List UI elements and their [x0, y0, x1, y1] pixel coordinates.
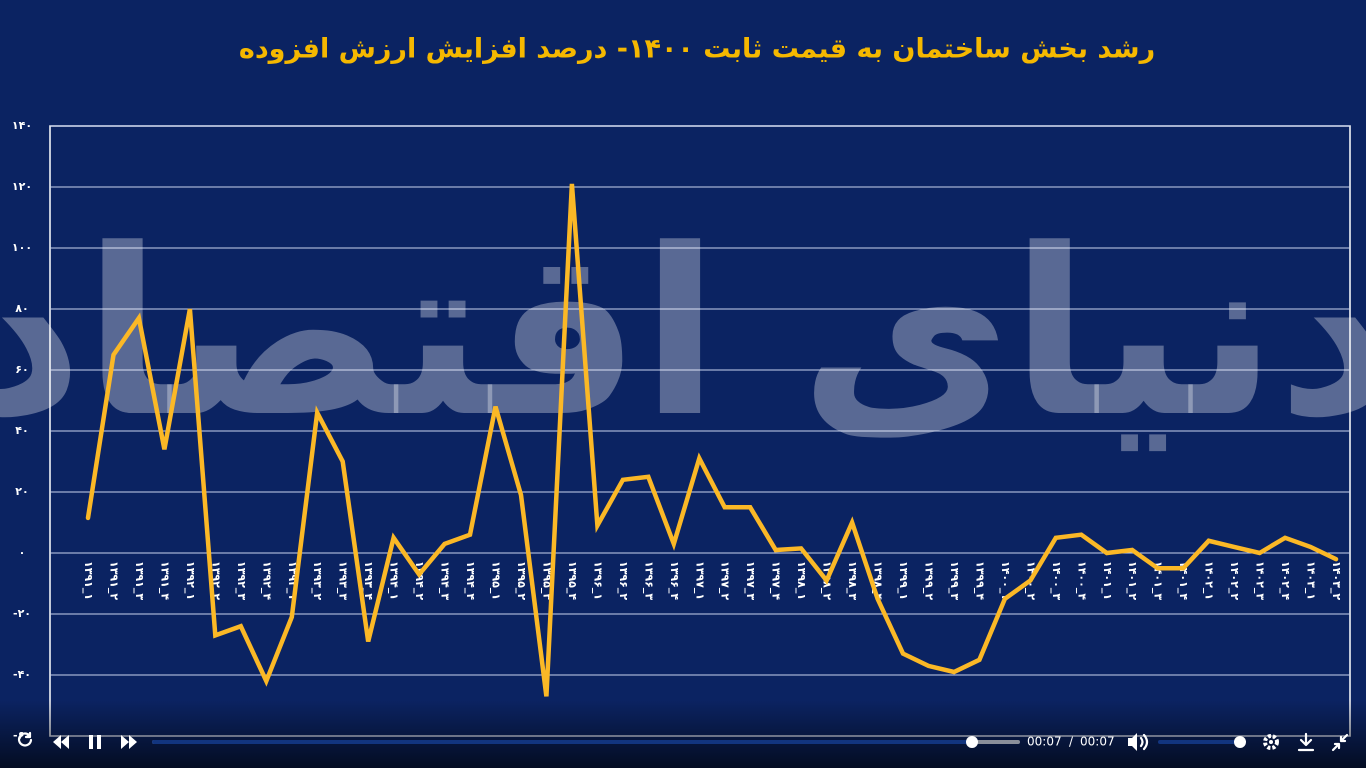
x-tick-label: ۱۳۹۵_۱ — [490, 561, 503, 600]
progress-handle[interactable] — [966, 736, 978, 748]
volume-handle[interactable] — [1234, 736, 1246, 748]
y-tick-label: ۸۰ — [15, 302, 28, 315]
x-tick-label: ۱۳۹۶_۴ — [668, 561, 681, 600]
x-tick-label: ۱۳۹۱_۴ — [158, 561, 171, 600]
pause-button[interactable] — [89, 735, 101, 749]
x-tick-label: ۱۳۹۵_۲ — [515, 561, 528, 600]
x-tick-label: ۱۳۹۲_۳ — [235, 561, 248, 600]
x-tick-label: ۱۴۰۱_۳ — [1152, 561, 1165, 600]
x-tick-label: ۱۴۰۲_۲ — [1228, 561, 1241, 600]
y-tick-label: -۲۰ — [13, 607, 31, 620]
x-tick-label: ۱۳۹۶_۳ — [642, 561, 655, 600]
x-tick-label: ۱۳۹۹_۱ — [897, 561, 910, 600]
x-tick-label: ۱۳۹۶_۲ — [617, 561, 630, 600]
x-tick-label: ۱۳۹۱_۱ — [82, 561, 95, 600]
pause-bar[interactable] — [89, 735, 93, 749]
x-tick-label: ۱۴۰۲_۴ — [1279, 561, 1292, 600]
rewind-button[interactable] — [53, 735, 69, 749]
x-tick-label: ۱۴۰۱_۲ — [1126, 561, 1139, 600]
x-tick-label: ۱۴۰۱_۴ — [1177, 561, 1190, 600]
y-tick-label: ۱۲۰ — [12, 180, 32, 193]
y-tick-label: ۱۰۰ — [12, 241, 32, 254]
y-tick-label: ۴۰ — [15, 424, 28, 437]
download-button[interactable] — [1297, 732, 1315, 752]
x-tick-label: ۱۴۰۲_۱ — [1203, 561, 1216, 600]
forward-button[interactable] — [121, 735, 137, 749]
settings-button[interactable] — [1263, 734, 1279, 750]
gear-center[interactable] — [1269, 740, 1273, 744]
x-tick-label: ۱۴۰۲_۳ — [1254, 561, 1267, 600]
x-tick-label: ۱۳۹۷_۱ — [693, 561, 706, 600]
y-tick-label: -۴۰ — [13, 668, 31, 681]
x-tick-label: ۱۳۹۹_۴ — [973, 561, 986, 600]
y-tick-label: ۲۰ — [15, 485, 28, 498]
x-tick-label: ۱۴۰۰_۴ — [1075, 561, 1088, 600]
x-tick-label: ۱۴۰۱_۱ — [1101, 561, 1114, 600]
volume-waves — [1139, 733, 1149, 751]
x-tick-label: ۱۴۰۳_۲ — [1330, 561, 1343, 600]
progress-fill — [152, 740, 972, 744]
controls-shade — [0, 700, 1366, 768]
x-tick-label: ۱۳۹۷_۲ — [719, 561, 732, 600]
data-line — [85, 183, 1339, 697]
replay-button[interactable] — [17, 731, 33, 747]
x-tick-label: ۱۳۹۷_۳ — [744, 561, 757, 600]
y-tick-label: -۶۰ — [13, 729, 31, 742]
x-tick-label: ۱۳۹۷_۴ — [770, 561, 783, 600]
time-separator: / — [1069, 735, 1074, 749]
x-tick-label: ۱۳۹۱_۲ — [107, 561, 120, 600]
x-tick-label: ۱۳۹۸_۳ — [846, 561, 859, 600]
x-tick-label: ۱۳۹۹_۲ — [922, 561, 935, 600]
x-tick-label: ۱۴۰۰_۱ — [999, 561, 1012, 600]
x-tick-label: ۱۳۹۸_۱ — [795, 561, 808, 600]
y-tick-label: ۰ — [19, 546, 26, 559]
volume-button[interactable] — [1128, 733, 1137, 751]
duration: 00:07 — [1080, 735, 1115, 749]
current-time: 00:07 — [1027, 735, 1062, 749]
plot: ۱۳۹۱_۱ ۱۳۹۱_۲ ۱۳۹۱_۳ ۱۳۹۱_۴ ۱۳۹۲_۱ ۱۳۹۲_۲ ۱۳۹۲… — [82, 183, 1343, 697]
x-tick-label: ۱۴۰۰_۳ — [1050, 561, 1063, 600]
x-tick-label: ۱۳۹۵_۴ — [566, 561, 579, 600]
x-tick-label: ۱۳۹۳_۳ — [337, 561, 350, 600]
watermark: دنیای اقتصاد — [0, 201, 1366, 468]
x-tick-label: ۱۳۹۲_۱ — [184, 561, 197, 600]
x-tick-label: ۱۳۹۲_۴ — [260, 561, 273, 600]
x-tick-label: ۱۳۹۴_۳ — [439, 561, 452, 600]
x-tick-label: ۱۳۹۳_۴ — [362, 561, 375, 600]
pause-bar[interactable] — [97, 735, 101, 749]
chart-title: رشد بخش ساختمان به قیمت ثابت ۱۴۰۰- درصد … — [239, 34, 1155, 65]
player-controls: 00:07 / 00:07 — [17, 731, 1349, 752]
x-tick-label: ۱۳۹۳_۲ — [311, 561, 324, 600]
gear[interactable] — [1263, 734, 1279, 750]
y-tick-label: ۶۰ — [15, 363, 28, 376]
exit-fullscreen-button[interactable] — [1331, 733, 1349, 752]
volume-track[interactable] — [1158, 740, 1240, 744]
x-tick-label: ۱۳۹۶_۱ — [591, 561, 604, 600]
x-tick-label: ۱۳۹۴_۴ — [464, 561, 477, 600]
x-tick-label: ۱۳۹۴_۱ — [388, 561, 401, 600]
x-tick-label: ۱۴۰۳_۱ — [1305, 561, 1318, 600]
y-tick-label: ۱۴۰ — [12, 119, 32, 132]
x-tick-label: ۱۳۹۹_۳ — [948, 561, 961, 600]
x-tick-label: ۱۳۹۱_۳ — [133, 561, 146, 600]
